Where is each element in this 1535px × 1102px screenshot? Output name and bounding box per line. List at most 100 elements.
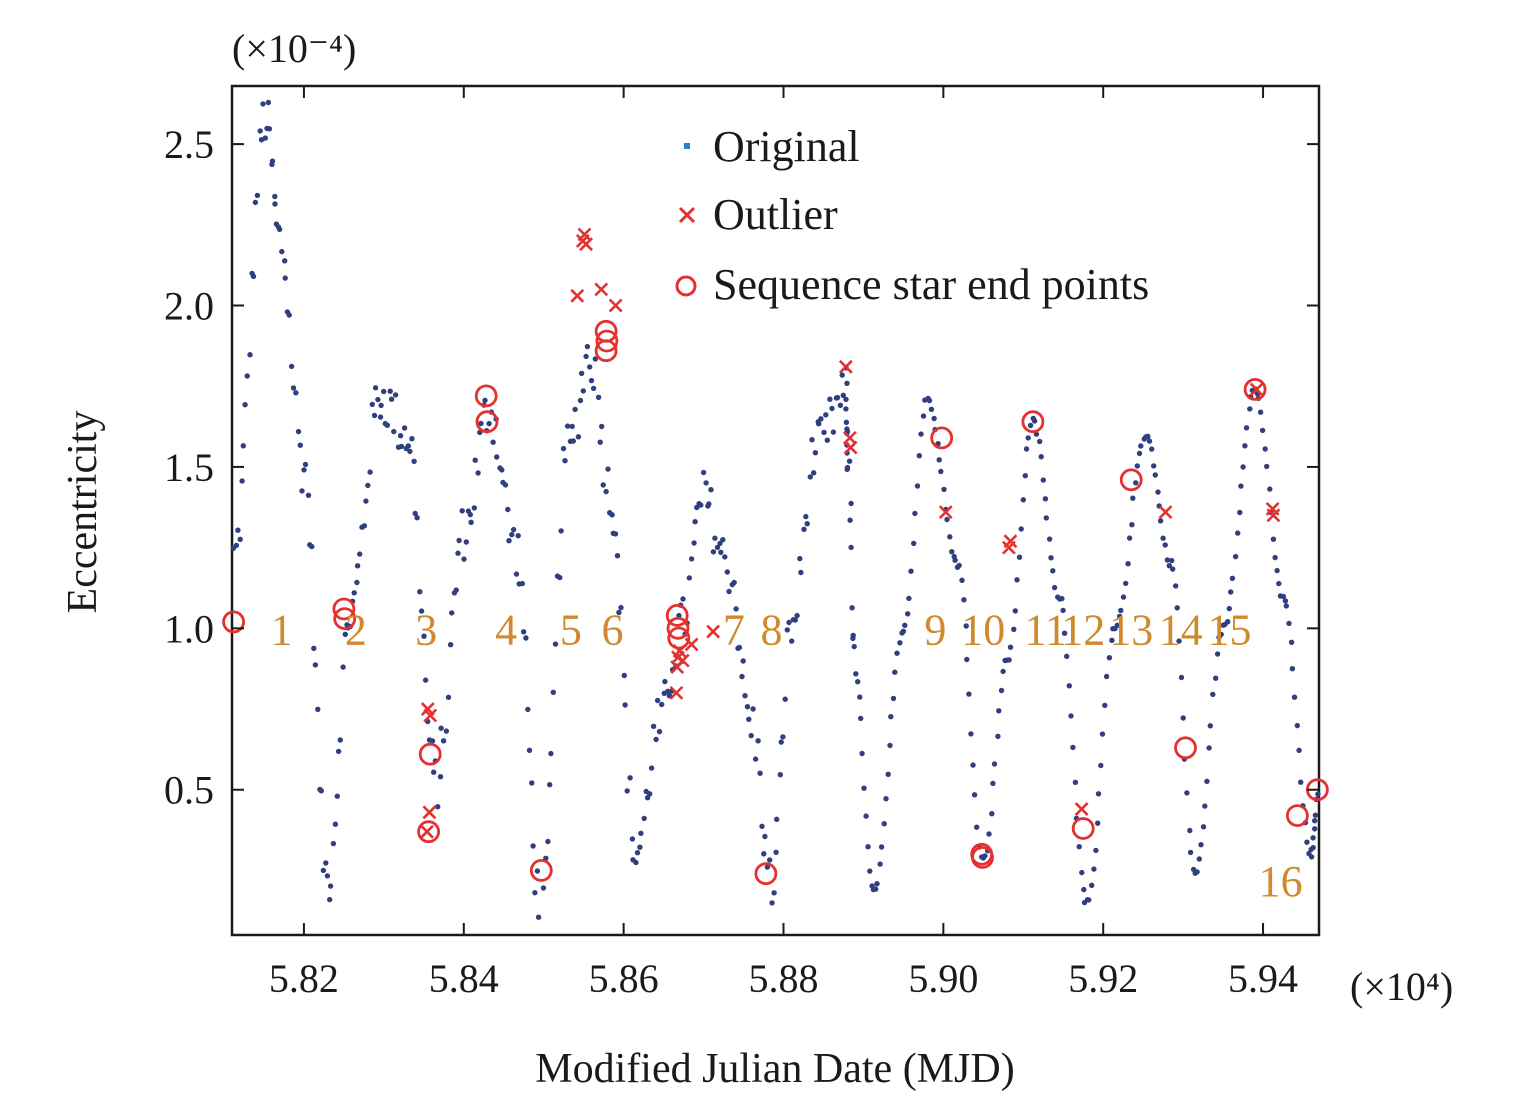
original-point: [914, 483, 921, 489]
original-point: [398, 443, 405, 450]
original-point: [233, 542, 240, 549]
original-point: [718, 549, 724, 555]
y-axis-label: Eccentricity: [60, 411, 106, 614]
original-point: [843, 419, 850, 425]
original-point: [618, 604, 624, 611]
original-point: [1298, 779, 1304, 785]
original-point: [1027, 422, 1034, 429]
original-point: [401, 425, 408, 431]
original-point: [1157, 518, 1164, 524]
original-point: [849, 605, 855, 611]
original-point: [1155, 489, 1161, 495]
original-point: [467, 511, 473, 518]
original-point: [1149, 446, 1155, 452]
original-point: [1048, 555, 1054, 561]
original-point: [1162, 542, 1168, 548]
original-point: [262, 135, 268, 141]
original-point: [761, 851, 767, 857]
original-point: [584, 343, 591, 350]
original-point: [529, 780, 535, 786]
y-tick-label: 0.5: [164, 768, 214, 813]
original-point: [340, 664, 346, 670]
original-point: [583, 353, 589, 360]
original-point: [894, 650, 900, 656]
original-point: [550, 689, 556, 695]
original-point: [365, 482, 371, 489]
original-point: [848, 500, 854, 507]
original-point: [829, 405, 835, 412]
original-point: [1243, 425, 1250, 431]
original-point: [720, 537, 726, 543]
original-point: [843, 396, 849, 403]
original-point: [986, 831, 992, 837]
endpoint-marker: [666, 616, 690, 640]
original-point: [1304, 839, 1310, 845]
original-point: [952, 557, 958, 563]
original-point: [1237, 509, 1243, 516]
original-point: [502, 482, 509, 488]
original-point: [1310, 835, 1316, 841]
original-point: [616, 609, 622, 616]
original-point: [523, 635, 529, 641]
original-point: [1288, 639, 1295, 645]
segment-label: 8: [761, 605, 783, 654]
original-point: [1312, 826, 1318, 832]
segment-label: 5: [560, 605, 582, 654]
original-point: [1187, 849, 1194, 856]
original-point: [1204, 778, 1210, 784]
original-point: [312, 662, 319, 668]
original-point: [659, 701, 665, 708]
original-point: [887, 742, 893, 749]
original-point: [1000, 668, 1006, 675]
outlier-point: [594, 282, 609, 297]
original-point: [1043, 515, 1050, 521]
original-point: [931, 415, 937, 422]
original-point: [857, 694, 863, 700]
original-point: [956, 562, 962, 569]
original-point: [272, 193, 278, 200]
original-point: [414, 515, 420, 521]
original-point: [963, 623, 969, 629]
y-axis: 0.5 1.0 1.5 2.0 2.5: [164, 122, 1319, 813]
x-tick-label: 5.86: [589, 956, 659, 1001]
original-point: [714, 544, 721, 551]
segment-label: 12: [1061, 605, 1105, 654]
original-point: [974, 824, 980, 830]
original-point: [299, 488, 305, 494]
original-point: [315, 706, 321, 712]
original-point: [1072, 779, 1079, 785]
original-point: [755, 738, 761, 744]
original-point: [1315, 791, 1321, 797]
original-point: [752, 756, 759, 762]
original-point: [1176, 638, 1182, 644]
original-point: [774, 816, 780, 822]
original-point: [961, 597, 967, 603]
original-point: [878, 844, 885, 850]
original-point: [1059, 595, 1065, 602]
original-point: [486, 420, 492, 427]
original-point: [897, 640, 903, 646]
original-point: [638, 830, 644, 836]
original-point: [851, 643, 857, 650]
original-point: [603, 488, 609, 495]
outlier-point: [608, 298, 623, 313]
segment-label: 16: [1259, 857, 1303, 906]
original-point: [843, 406, 849, 412]
original-point: [892, 669, 898, 675]
outlier-point: [1158, 505, 1173, 520]
original-point: [837, 402, 844, 408]
original-point: [750, 706, 756, 712]
original-point: [991, 761, 998, 767]
original-point: [1066, 683, 1073, 689]
original-point: [1272, 554, 1278, 561]
original-point: [1118, 607, 1124, 614]
original-point: [453, 587, 459, 593]
original-point: [1276, 580, 1282, 587]
y-tick-label: 1.0: [164, 606, 214, 651]
outlier-point: [938, 505, 953, 520]
original-point: [570, 438, 576, 444]
original-point: [475, 470, 481, 476]
original-point: [363, 498, 369, 504]
original-point: [569, 423, 575, 430]
